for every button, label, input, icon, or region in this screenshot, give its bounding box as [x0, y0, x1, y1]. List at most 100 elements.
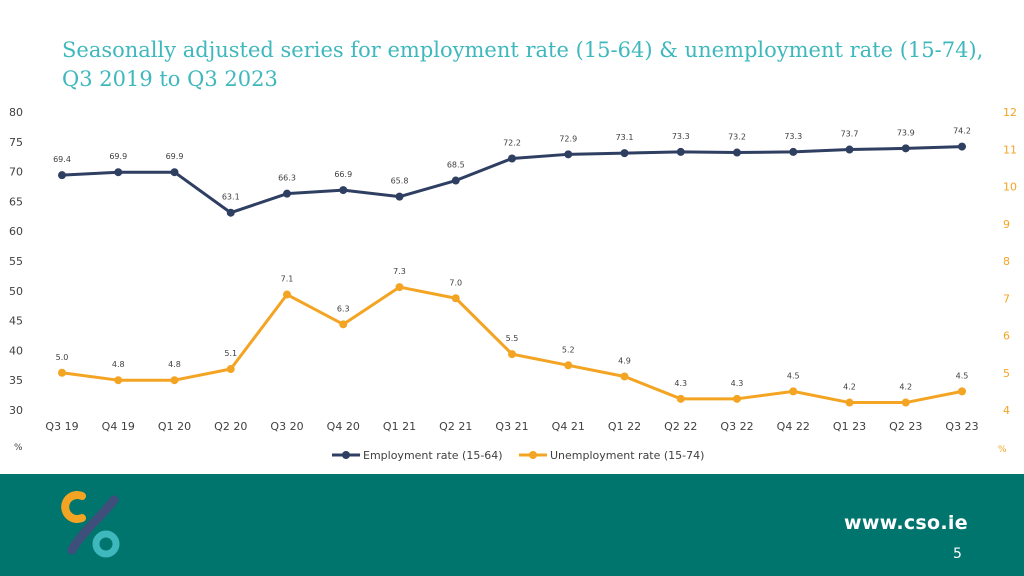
right-axis-tick-label: 4 [1003, 404, 1010, 417]
data-label-employment: 72.9 [559, 134, 577, 143]
data-label-unemployment: 7.1 [281, 275, 294, 284]
data-point-employment [395, 192, 404, 201]
data-label-unemployment: 7.0 [449, 278, 462, 287]
left-axis-tick-label: 80 [9, 106, 23, 119]
right-axis-unit-label: % [998, 445, 1007, 455]
left-axis-tick-label: 65 [9, 195, 23, 208]
data-point-unemployment [901, 398, 910, 407]
x-axis-tick-label: Q3 21 [495, 420, 528, 433]
data-point-employment [58, 171, 66, 180]
x-axis-tick-label: Q2 20 [214, 420, 247, 433]
data-point-unemployment [564, 361, 573, 370]
left-axis-tick-label: 50 [9, 285, 23, 298]
data-point-employment [339, 186, 348, 195]
data-point-employment [958, 142, 966, 151]
x-axis-tick-label: Q1 23 [833, 420, 866, 433]
data-point-employment [676, 147, 685, 156]
data-label-unemployment: 4.8 [168, 360, 181, 369]
data-point-employment [114, 168, 123, 177]
data-point-unemployment [339, 320, 348, 329]
right-axis-tick-label: 9 [1003, 218, 1010, 231]
data-point-employment [508, 154, 516, 163]
x-axis-tick-label: Q4 22 [777, 420, 810, 433]
data-label-employment: 73.9 [897, 128, 915, 137]
right-axis-tick-label: 12 [1003, 106, 1017, 119]
data-point-employment [226, 208, 235, 217]
x-axis-tick-label: Q4 21 [552, 420, 585, 433]
data-label-employment: 68.5 [447, 161, 465, 170]
data-point-unemployment [283, 290, 291, 299]
left-axis-tick-label: 70 [9, 166, 23, 179]
data-label-employment: 66.9 [334, 170, 352, 179]
data-point-unemployment [170, 376, 179, 385]
data-point-employment [845, 145, 854, 154]
data-label-employment: 73.2 [728, 133, 746, 142]
left-axis-tick-label: 55 [9, 255, 23, 268]
data-label-unemployment: 7.3 [393, 267, 406, 276]
left-axis-tick-label: 75 [9, 136, 23, 149]
x-axis-tick-label: Q1 21 [383, 420, 416, 433]
cso-logo-icon [61, 491, 120, 558]
data-label-employment: 66.3 [278, 174, 296, 183]
left-axis-tick-label: 40 [9, 344, 23, 357]
data-label-employment: 69.9 [109, 152, 127, 161]
data-label-unemployment: 4.3 [674, 379, 687, 388]
data-point-unemployment [620, 372, 629, 381]
x-axis-tick-label: Q2 21 [439, 420, 472, 433]
legend-label: Unemployment rate (15-74) [550, 449, 704, 462]
legend-swatch-marker [342, 451, 350, 459]
data-point-unemployment [451, 294, 460, 303]
data-point-unemployment [676, 394, 685, 403]
data-label-employment: 69.9 [166, 152, 184, 161]
data-label-unemployment: 4.2 [843, 383, 856, 392]
x-axis-tick-label: Q2 22 [664, 420, 697, 433]
data-point-unemployment [845, 398, 854, 407]
website-link[interactable]: www.cso.ie [844, 512, 968, 534]
x-axis-tick-label: Q3 23 [945, 420, 978, 433]
legend-label: Employment rate (15-64) [363, 449, 503, 462]
x-axis-tick-label: Q1 20 [158, 420, 191, 433]
data-point-employment [733, 148, 741, 157]
data-label-employment: 72.2 [503, 138, 521, 147]
data-point-unemployment [958, 387, 966, 396]
x-axis-tick-label: Q3 22 [720, 420, 753, 433]
right-axis-tick-label: 5 [1003, 367, 1010, 380]
data-label-employment: 69.4 [53, 155, 71, 164]
data-point-unemployment [226, 365, 235, 374]
x-axis-tick-label: Q4 20 [327, 420, 360, 433]
left-axis-unit-label: % [14, 443, 23, 453]
left-axis-tick-label: 45 [9, 315, 23, 328]
page-number: 5 [953, 546, 962, 562]
left-axis-tick-label: 60 [9, 225, 23, 238]
data-label-employment: 73.3 [672, 132, 690, 141]
left-axis-tick-label: 30 [9, 404, 23, 417]
data-point-unemployment [789, 387, 798, 396]
legend-swatch-marker [529, 451, 537, 459]
data-label-unemployment: 4.2 [899, 383, 912, 392]
data-point-employment [283, 189, 291, 198]
footer-bar: www.cso.ie 5 [0, 474, 1024, 576]
data-label-unemployment: 4.5 [787, 371, 800, 380]
data-label-unemployment: 4.8 [112, 360, 125, 369]
data-point-unemployment [733, 394, 741, 403]
left-axis-tick-label: 35 [9, 374, 23, 387]
x-axis-tick-label: Q1 22 [608, 420, 641, 433]
data-point-unemployment [114, 376, 123, 385]
right-axis-tick-label: 6 [1003, 330, 1010, 343]
data-label-employment: 65.8 [391, 177, 409, 186]
data-label-unemployment: 5.2 [562, 345, 575, 354]
data-point-employment [451, 176, 460, 185]
page-title: Seasonally adjusted series for employmen… [62, 36, 1002, 94]
data-label-unemployment: 5.0 [56, 353, 69, 362]
page-title-line-2: Q3 2019 to Q3 2023 [62, 67, 278, 91]
data-label-employment: 63.1 [222, 193, 240, 202]
data-point-employment [901, 144, 910, 153]
data-point-unemployment [395, 283, 404, 292]
x-axis-tick-label: Q3 20 [270, 420, 303, 433]
series-line-unemployment [61, 285, 963, 405]
data-label-unemployment: 5.5 [506, 334, 519, 343]
data-point-employment [620, 149, 629, 158]
page-title-line-1: Seasonally adjusted series for employmen… [62, 38, 984, 62]
data-label-employment: 74.2 [953, 127, 971, 136]
